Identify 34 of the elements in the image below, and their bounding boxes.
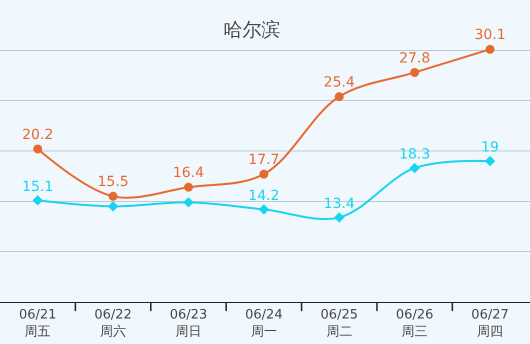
data-label: 15.1 (22, 178, 54, 195)
data-label: 30.1 (474, 27, 506, 44)
data-label: 16.4 (172, 165, 204, 182)
text: 哈尔滨 (223, 18, 280, 41)
point (484, 156, 496, 166)
point (258, 204, 270, 215)
point (410, 68, 420, 77)
data-label: 18.3 (399, 146, 430, 163)
data-label: 14.2 (248, 188, 280, 204)
point (32, 195, 43, 206)
data-label: 13.4 (324, 196, 355, 212)
x-tick-label: 06/23 周日 (170, 308, 208, 340)
data-label: 25.4 (324, 74, 355, 91)
x-tick-label: 06/22 周六 (94, 308, 132, 340)
x-tick-label: 06/25 周二 (320, 308, 358, 340)
x-tick-label: 06/21 周五 (18, 308, 56, 340)
point (184, 182, 193, 192)
data-label: 20.2 (22, 126, 54, 143)
x-tick-label: 06/24 周一 (245, 308, 283, 340)
point (183, 197, 194, 208)
data-label: 15.5 (98, 174, 129, 190)
point (409, 162, 420, 174)
x-tick-label: 06/26 周三 (396, 308, 434, 340)
point (486, 44, 495, 54)
point (334, 92, 344, 102)
x-tick-label: 06/27 周四 (471, 308, 509, 340)
data-label: 27.8 (399, 50, 430, 66)
data-label: 17.7 (248, 152, 280, 168)
point (259, 170, 268, 179)
point (334, 212, 344, 223)
point (33, 144, 42, 154)
point (108, 192, 118, 201)
data-label: 19 (481, 140, 499, 156)
point (108, 201, 118, 212)
